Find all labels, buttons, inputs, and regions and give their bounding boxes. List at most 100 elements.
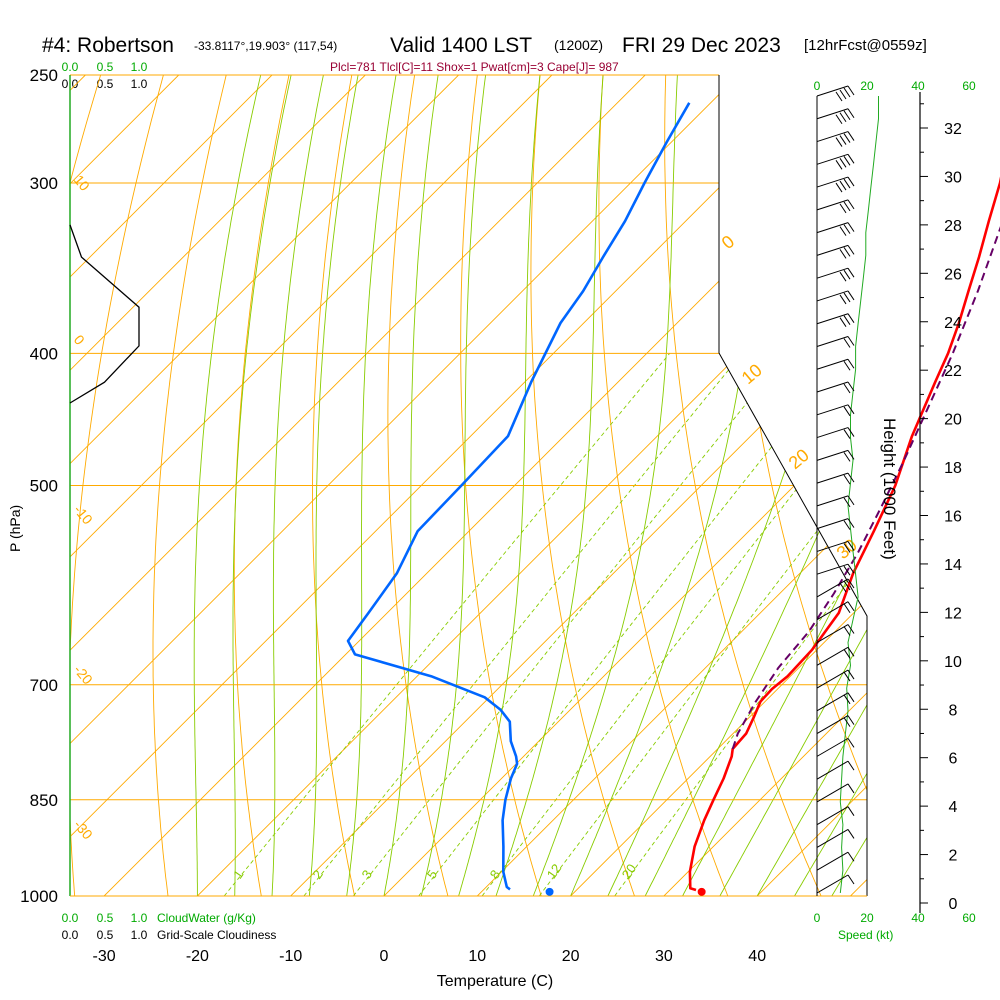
station-title: #4: Robertson (42, 34, 174, 57)
wind-barb (816, 449, 855, 462)
wind-barb (816, 760, 855, 780)
wind-barb (816, 518, 855, 530)
moist-adiabat (346, 75, 401, 896)
isotherm-line (70, 75, 459, 896)
wind-barb-staff (816, 108, 849, 120)
wind-barb-staff (816, 290, 849, 302)
pressure-tick-label: 250 (30, 66, 58, 85)
wind-barb-staff (816, 404, 849, 416)
wind-barb-flag (847, 108, 855, 119)
wind-barb (816, 199, 855, 214)
moist-adiabat-label: 30 (833, 535, 861, 563)
height-tick-label: 12 (944, 605, 962, 622)
height-tick-label: 18 (944, 460, 962, 477)
wind-barb (816, 540, 855, 553)
height-tick-label: 6 (949, 751, 958, 768)
height-tick-label: 16 (944, 509, 962, 526)
dry-adiabat-label: -10 (71, 502, 96, 528)
height-tick-label: 24 (944, 315, 962, 332)
height-tick-label: 14 (944, 557, 962, 574)
moist-adiabat (383, 75, 443, 896)
wind-barb-flag (847, 624, 855, 634)
cloudwater-axis-label: CloudWater (g/Kg) (157, 911, 256, 925)
temperature-axis: -30 -20 -10 0 10 20 30 40 (93, 948, 767, 965)
wind-barb-flag (843, 406, 851, 417)
sounding-params: Plcl=781 Tlcl[C]=11 Shox=1 Pwat[cm]=3 Ca… (330, 60, 619, 74)
wind-barb-staff (816, 267, 849, 279)
zulu-time: (1200Z) (554, 37, 603, 53)
wind-barb-flag (847, 85, 855, 96)
wind-barb-flag (847, 806, 855, 816)
cloudwater-tick-top: 0.0 (62, 60, 79, 74)
cloudiness-tick-top: 0.5 (97, 77, 114, 91)
cloudwater-tick-bottom: 0.0 (62, 911, 79, 925)
speed-tick-top: 60 (962, 79, 976, 93)
wind-barb-flag (843, 383, 851, 394)
moist-adiabat-label: 20 (785, 445, 813, 473)
wind-barb-flag (847, 404, 855, 415)
cloudiness-tick-top: 1.0 (131, 77, 148, 91)
wind-barb-flag (839, 317, 847, 327)
wind-barb-flag (843, 269, 851, 280)
pressure-axis: 250 300 400 500 700 850 1000 (20, 66, 58, 906)
wind-barb-flag (843, 224, 851, 234)
wind-barb-flag (843, 603, 851, 614)
pressure-tick-label: 700 (30, 676, 58, 695)
speed-tick-bottom: 0 (814, 911, 821, 925)
forecast-run: [12hrFcst@0559z] (804, 37, 927, 54)
wind-barb (816, 381, 855, 394)
wind-barb (816, 669, 855, 689)
wind-barb-flag (843, 580, 851, 591)
speed-tick-top: 0 (814, 79, 821, 93)
moist-adiabat (570, 75, 767, 896)
mixing-ratio-line (481, 353, 867, 896)
cloudwater-tick-top: 0.5 (97, 60, 114, 74)
wind-barb-flag (843, 292, 851, 303)
wind-barb-staff (816, 737, 849, 757)
temperature-axis-label: Temperature (C) (437, 973, 553, 990)
wind-barb-flag (843, 626, 851, 636)
moist-adiabat (682, 75, 867, 896)
wind-barb-staff (816, 222, 849, 234)
dry-adiabat (977, 51, 1000, 925)
height-tick-label: 30 (944, 169, 962, 186)
wind-barb (816, 404, 855, 417)
wind-barb-staff (816, 358, 849, 370)
wind-barb-flag (843, 717, 851, 727)
wind-barb (816, 222, 855, 236)
moist-adiabat (644, 75, 867, 896)
pressure-axis-label: P (hPa) (7, 505, 23, 552)
skew-right-border (718, 75, 868, 896)
wind-barb-flag (847, 290, 855, 301)
wind-barb-flag (847, 381, 855, 392)
wind-barb (816, 176, 855, 193)
isotherm-line (70, 75, 366, 896)
isotherm-line (476, 75, 867, 896)
temperature-tick-label: -20 (186, 948, 209, 965)
wind-barb-flag (835, 114, 843, 125)
wind-barb-flag (847, 669, 855, 680)
dry-adiabat (530, 75, 646, 896)
height-axis-label: Height (1000 Feet) (880, 418, 899, 560)
wind-barb-flag (843, 565, 851, 576)
speed-tick-bottom: 60 (962, 911, 976, 925)
cloudwater-tick-bottom: 0.5 (97, 911, 114, 925)
wind-barb-staff (816, 851, 849, 871)
wind-barb (816, 737, 855, 757)
wind-barb-staff (816, 540, 849, 552)
pressure-tick-label: 500 (30, 477, 58, 496)
parcel-line (731, 226, 1000, 750)
wind-barb-staff (816, 313, 849, 325)
wind-barb (816, 495, 855, 508)
wind-barb-flag (847, 518, 855, 528)
cloudiness-tick-bottom: 1.0 (131, 928, 148, 942)
height-tick-label: 10 (944, 654, 962, 671)
wind-barb-flag (847, 495, 855, 506)
dry-adiabat (387, 75, 457, 896)
wind-barb-flag (835, 137, 843, 147)
wind-barb-flag (839, 226, 847, 236)
wind-barb-staff (816, 829, 849, 848)
